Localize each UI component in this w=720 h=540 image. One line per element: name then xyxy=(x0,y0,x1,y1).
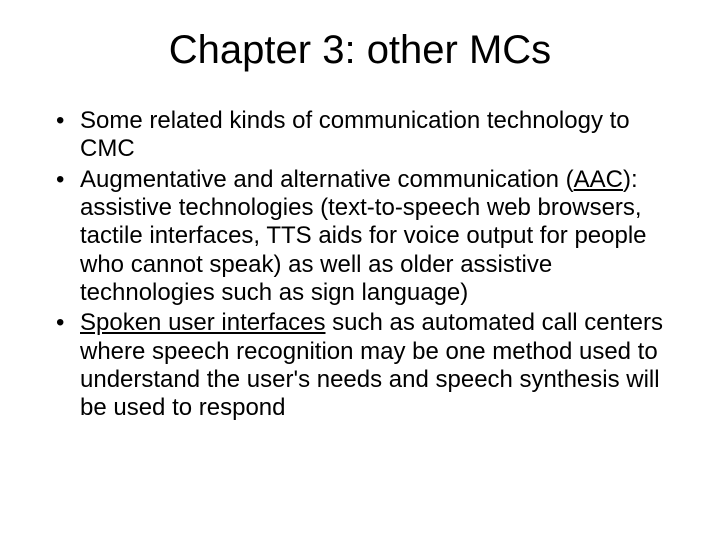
bullet-underline: AAC xyxy=(574,166,623,193)
bullet-pre: Augmentative and alternative communicati… xyxy=(80,166,574,193)
bullet-item: Some related kinds of communication tech… xyxy=(50,107,670,164)
bullet-item: Augmentative and alternative communicati… xyxy=(50,166,670,308)
slide: Chapter 3: other MCs Some related kinds … xyxy=(0,0,720,540)
bullet-post: Some related kinds of communication tech… xyxy=(80,107,630,162)
bullet-list: Some related kinds of communication tech… xyxy=(50,107,670,422)
slide-title: Chapter 3: other MCs xyxy=(50,28,670,73)
bullet-underline: Spoken user interfaces xyxy=(80,309,325,336)
bullet-item: Spoken user interfaces such as automated… xyxy=(50,309,670,422)
